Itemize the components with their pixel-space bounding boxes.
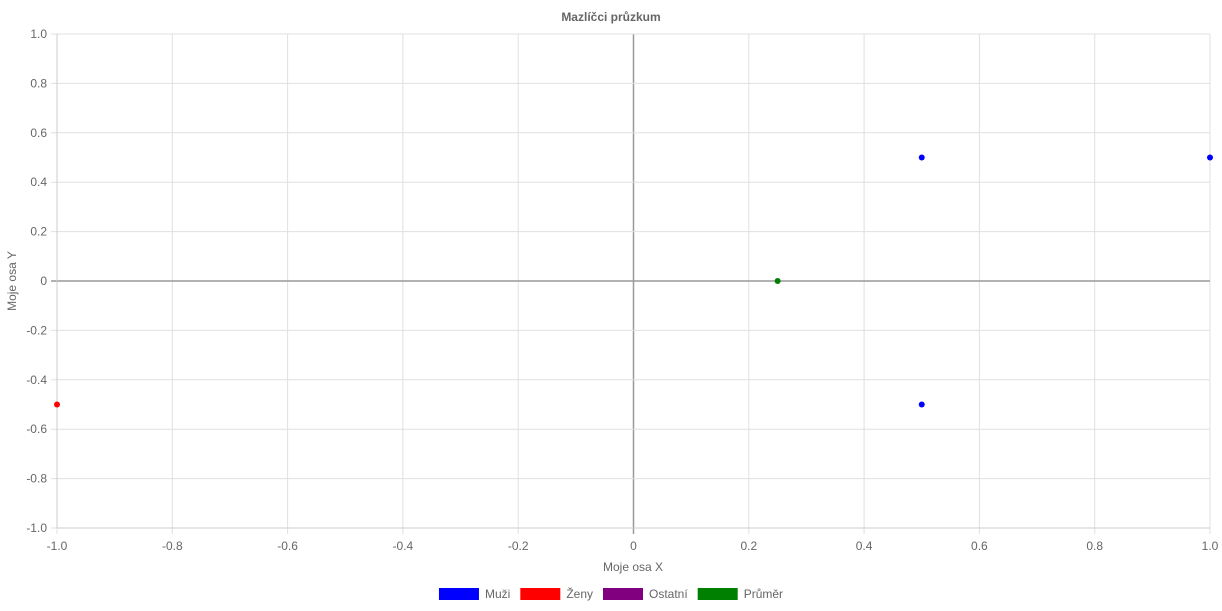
x-tick-label: 0.6 — [971, 539, 988, 553]
y-axis-title: Moje osa Y — [5, 251, 19, 311]
x-tick-label: 0 — [630, 539, 637, 553]
y-tick-label: -1.0 — [26, 521, 47, 535]
x-tick-label: -0.2 — [508, 539, 529, 553]
x-tick-label: 0.4 — [856, 539, 873, 553]
data-point-muzi — [918, 154, 925, 161]
data-point-zeny — [54, 401, 60, 408]
chart-title: Mazlíčci průzkum — [561, 10, 660, 24]
x-tick-label: 0.8 — [1086, 539, 1103, 553]
legend-swatch-muzi[interactable] — [438, 588, 479, 600]
y-tick-label: 0.8 — [30, 76, 47, 90]
y-tick-label: 0.2 — [30, 225, 47, 239]
x-tick-label: -0.8 — [162, 539, 183, 553]
legend-label-prumer[interactable]: Průměr — [744, 587, 783, 601]
data-point-muzi — [918, 401, 925, 408]
legend-label-muzi[interactable]: Muži — [485, 587, 510, 601]
legend-label-ostatni[interactable]: Ostatní — [649, 587, 688, 601]
x-tick-label: 1.0 — [1202, 539, 1219, 553]
y-tick-labels: 1.0 0.8 0.6 0.4 0.2 0 -0.2 -0.4 -0.6 -0.8 -1.0 — [26, 27, 47, 535]
y-tick-label: -0.8 — [26, 472, 47, 486]
x-tick-label: -0.6 — [277, 539, 298, 553]
legend: Muži Ženy Ostatní Průměr — [438, 586, 783, 601]
legend-swatch-zeny[interactable] — [520, 588, 561, 600]
legend-swatch-prumer[interactable] — [697, 588, 738, 600]
data-point-prumer — [774, 278, 781, 284]
y-tick-label: 0.4 — [30, 175, 47, 189]
grid — [51, 33, 1211, 534]
x-tick-label: -1.0 — [47, 539, 68, 553]
legend-label-zeny[interactable]: Ženy — [566, 586, 593, 601]
x-tick-label: 0.2 — [740, 539, 757, 553]
x-tick-labels: -1.0 -0.8 -0.6 -0.4 -0.2 0 0.2 0.4 0.6 0.8 1.0 — [47, 539, 1219, 553]
y-tick-label: -0.4 — [26, 373, 47, 387]
y-tick-label: 1.0 — [30, 27, 47, 41]
y-tick-label: -0.6 — [26, 422, 47, 436]
data-point-muzi — [1207, 154, 1213, 161]
x-axis-title: Moje osa X — [603, 560, 663, 574]
legend-swatch-ostatni[interactable] — [603, 588, 643, 600]
x-tick-label: -0.4 — [393, 539, 414, 553]
y-tick-label: 0 — [40, 274, 47, 288]
y-tick-label: 0.6 — [30, 126, 47, 140]
data-points — [54, 154, 1213, 408]
y-tick-label: -0.2 — [26, 323, 47, 337]
